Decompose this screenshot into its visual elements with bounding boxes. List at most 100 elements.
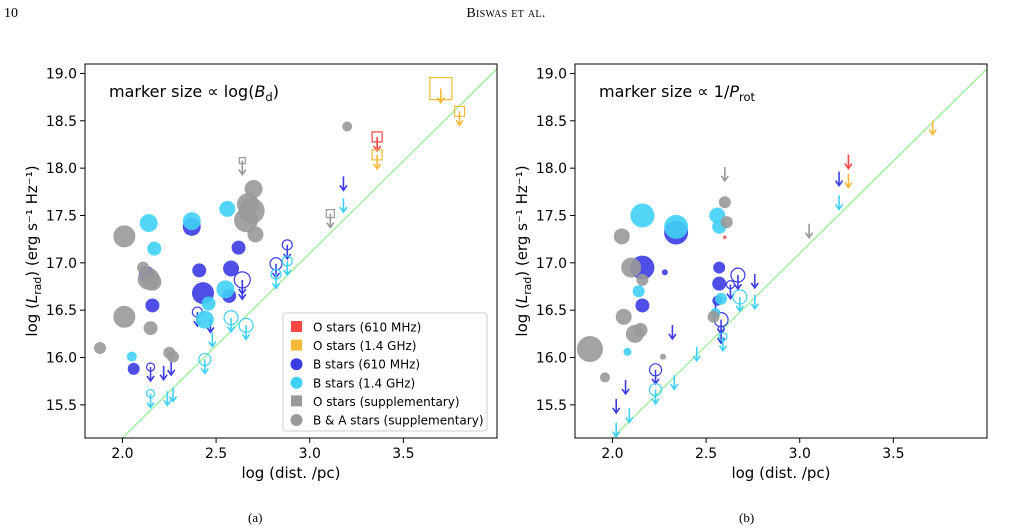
upper-limit-arrowhead-s2-7	[733, 283, 743, 291]
upper-limit-arrowhead-s2-15	[668, 333, 677, 341]
x-tick-label: 3.0	[789, 446, 811, 462]
data-points	[93, 77, 466, 409]
point-s5-8	[718, 196, 731, 209]
point-s5-10	[707, 310, 720, 323]
plot-frame	[574, 63, 988, 439]
point-s3-5	[623, 347, 632, 356]
upper-limit-arrowhead-s3-17	[208, 341, 217, 348]
upper-limit-arrowhead-s3-15	[750, 303, 759, 311]
upper-limit-arrowhead-s3-8	[735, 305, 744, 313]
x-axis-label: log (dist. /pc)	[241, 464, 340, 482]
point-s5-1	[615, 308, 632, 325]
x-tick-label: 3.0	[299, 446, 321, 462]
marker-size-annotation: marker size ∝ 1/Prot	[599, 82, 756, 104]
y-tick-label: 16.0	[46, 351, 77, 367]
x-tick-label: 3.5	[392, 446, 414, 462]
legend-swatch	[291, 321, 302, 332]
point-s5-1	[113, 305, 136, 328]
point-s5-2	[613, 228, 630, 245]
point-s5-11	[660, 353, 667, 360]
legend-label: O stars (1.4 GHz)	[313, 339, 416, 353]
point-s5-12	[234, 208, 259, 233]
point-s5-3	[621, 257, 642, 278]
y-tick-label: 15.5	[46, 398, 77, 414]
point-s2-4	[192, 263, 207, 278]
upper-limit-arrowhead-s3-12	[271, 282, 281, 290]
subcaption-b: (b)	[739, 510, 755, 525]
point-s2-3	[713, 261, 726, 274]
point-s3-1	[182, 212, 201, 231]
legend-swatch	[290, 376, 303, 389]
y-tick-label: 16.5	[536, 303, 567, 319]
upper-limit-arrowhead-s3-14	[670, 383, 679, 391]
upper-limit-arrowhead-s3-9	[241, 333, 251, 341]
subcaption-a: (a)	[248, 510, 263, 525]
legend-label: O stars (610 MHz)	[313, 321, 421, 335]
point-s2-5	[223, 260, 240, 277]
point-s5-0	[113, 225, 136, 248]
point-s2-8	[127, 362, 140, 375]
upper-limit-arrowhead-s2-12	[612, 407, 621, 415]
reference-line	[612, 68, 987, 438]
y-tick-label: 16.0	[536, 351, 567, 367]
upper-limit-arrowhead-s2-11	[283, 253, 292, 261]
y-axis-label: log (Lrad) (erg s⁻¹ Hz⁻¹)	[23, 165, 44, 336]
upper-limit-arrowhead-s3-9	[651, 398, 660, 406]
y-axis-label: log (Lrad) (erg s⁻¹ Hz⁻¹)	[513, 165, 534, 336]
y-tick-label: 17.5	[46, 208, 77, 224]
upper-limit-arrowhead-s2-17	[238, 293, 247, 301]
point-s2-1	[145, 298, 160, 313]
y-tick-label: 18.5	[536, 114, 567, 130]
upper-limit-arrowhead-s2-14	[159, 374, 168, 382]
chart-panel-a: 2.0 2.5 3.0 3.5 15.5 16.0 16.5 17.0 17.5 18.0 18.5…	[23, 63, 498, 482]
upper-limit-arrowhead-s1-2	[455, 119, 464, 127]
x-tick-label: 2.0	[111, 446, 133, 462]
point-s2-4	[712, 276, 727, 291]
data-points	[576, 120, 937, 438]
upper-limit-arrowhead-s3-11	[612, 431, 621, 438]
upper-limit-arrowhead-s1-1	[844, 182, 853, 189]
point-s3-4	[632, 285, 645, 298]
upper-limit-arrowhead-s3-10	[200, 367, 210, 375]
upper-limit-arrowhead-s4-1	[804, 232, 814, 240]
upper-limit-arrowhead-s3-13	[283, 269, 292, 277]
point-s5-5	[143, 321, 158, 336]
y-tick-label: 17.0	[46, 256, 77, 272]
y-tick-label: 19.0	[536, 66, 567, 82]
point-s5-5	[636, 273, 649, 286]
upper-limit-arrowhead-s2-16	[750, 282, 759, 290]
legend-swatch	[290, 358, 303, 371]
point-s2-6	[231, 240, 246, 255]
chart-panel-b: 2.0 2.5 3.0 3.5 15.5 16.0 16.5 17.0 17.5 18.0 18.5…	[513, 63, 988, 482]
legend-swatch	[291, 395, 302, 407]
legend-box	[282, 312, 488, 432]
point-s2-6	[661, 269, 668, 276]
upper-limit-arrowhead-s2-14	[834, 180, 844, 188]
y-tick-label: 18.5	[46, 114, 77, 130]
point-s3-7	[715, 292, 728, 305]
point-s5-14	[342, 121, 353, 132]
upper-limit-arrowhead-s2-18	[206, 326, 215, 334]
point-s5-6	[633, 323, 648, 338]
upper-limit-arrowhead-s2-16	[339, 184, 348, 192]
upper-limit-arrowhead-s1-0	[928, 129, 937, 136]
upper-limit-arrowhead-s1-1	[372, 163, 382, 171]
upper-limit-arrowhead-s3-15	[168, 396, 178, 403]
x-tick-label: 2.0	[601, 446, 623, 462]
plot-frame	[84, 63, 498, 439]
point-s2-2	[635, 298, 650, 313]
point-s3-6	[201, 296, 216, 311]
point-s3-1	[664, 214, 689, 239]
upper-limit-arrowhead-s2-13	[621, 388, 630, 396]
point-s5-7	[599, 372, 610, 383]
y-tick-label: 18.0	[536, 161, 567, 177]
upper-limit-arrowhead-s3-11	[146, 402, 155, 409]
x-tick-label: 3.5	[882, 446, 904, 462]
point-s0-1	[723, 235, 727, 239]
running-title: Biswas et al.	[466, 6, 546, 21]
point-s3-0	[630, 203, 655, 228]
point-s5-9	[720, 216, 733, 229]
point-s3-5	[195, 310, 214, 329]
x-axis-label: log (dist. /pc)	[731, 464, 830, 482]
